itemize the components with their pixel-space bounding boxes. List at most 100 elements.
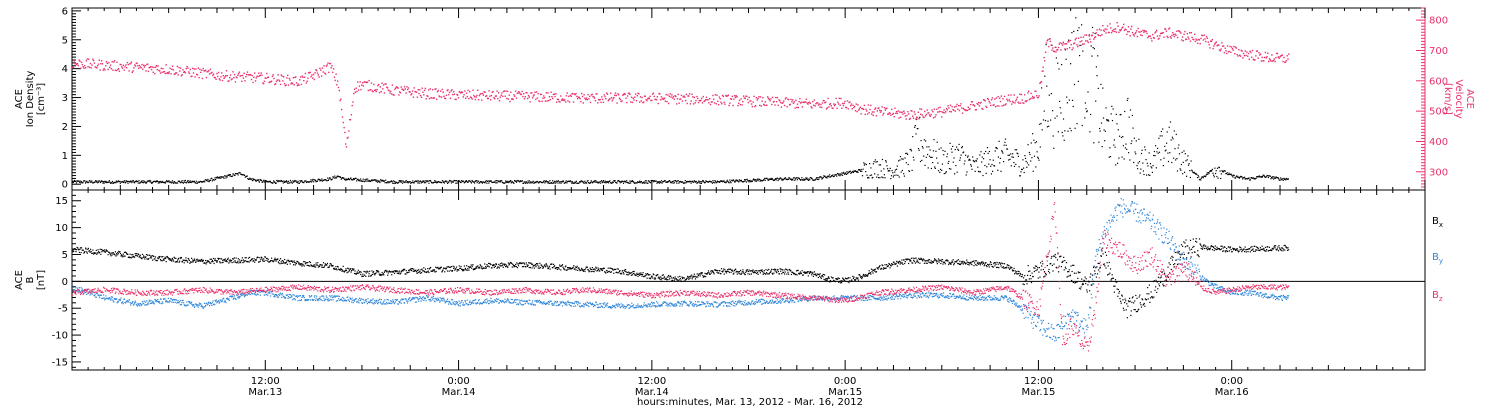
- density-point: [178, 180, 180, 182]
- density-point: [1140, 152, 1143, 155]
- b-x-point: [125, 252, 127, 254]
- b-x-point: [676, 279, 679, 281]
- b-x-point: [670, 275, 672, 277]
- velocity-point: [920, 113, 922, 115]
- velocity-point: [700, 99, 702, 102]
- density-point: [144, 181, 146, 183]
- density-point: [951, 151, 953, 153]
- velocity-axis-label-line2: Velocity: [1453, 79, 1464, 118]
- b-x-point: [807, 271, 809, 273]
- velocity-point: [179, 70, 181, 72]
- b-x-point: [842, 278, 844, 280]
- velocity-point: [903, 112, 906, 114]
- density-point: [552, 180, 554, 182]
- velocity-point: [451, 89, 453, 91]
- velocity-point: [385, 83, 387, 85]
- velocity-point: [178, 66, 180, 69]
- b-x-point: [806, 272, 808, 274]
- density-point: [596, 181, 598, 183]
- density-point: [370, 180, 372, 182]
- density-point: [850, 171, 853, 174]
- velocity-point: [866, 113, 869, 115]
- b-x-point: [371, 270, 373, 272]
- velocity-point: [1004, 104, 1006, 106]
- density-point: [1133, 137, 1135, 139]
- density-point: [306, 181, 308, 183]
- b-x-point: [595, 267, 597, 269]
- b-x-point: [441, 270, 443, 272]
- velocity-point: [1201, 34, 1203, 36]
- velocity-point: [1172, 32, 1174, 34]
- b-x-point: [117, 253, 119, 255]
- density-point: [705, 180, 707, 182]
- b-x-point: [160, 260, 162, 262]
- b-x-point: [322, 266, 324, 268]
- b-x-point: [841, 282, 843, 284]
- velocity-point: [1112, 30, 1114, 32]
- b-x-point: [134, 256, 136, 258]
- b-x-point: [595, 266, 597, 268]
- density-point: [564, 182, 566, 184]
- velocity-point: [545, 92, 547, 94]
- b-x-point: [649, 274, 651, 276]
- velocity-point: [390, 93, 393, 95]
- density-point: [1136, 165, 1138, 167]
- density-point: [526, 182, 528, 184]
- velocity-point: [366, 81, 369, 83]
- b-x-point: [818, 273, 820, 276]
- velocity-point: [164, 72, 166, 75]
- b-x-point: [409, 269, 411, 271]
- velocity-point: [246, 73, 248, 76]
- density-point: [528, 180, 530, 182]
- velocity-point: [462, 96, 464, 98]
- velocity-point: [1029, 98, 1031, 100]
- density-point: [1089, 131, 1091, 133]
- velocity-point: [925, 113, 928, 116]
- velocity-point: [850, 105, 852, 107]
- velocity-point: [1120, 28, 1122, 31]
- velocity-point: [615, 94, 617, 97]
- density-point: [1102, 117, 1105, 119]
- velocity-point: [145, 70, 147, 72]
- b-x-point: [762, 271, 764, 273]
- b-x-point: [159, 258, 162, 261]
- density-point: [127, 182, 129, 184]
- density-point: [1158, 151, 1161, 153]
- velocity-point: [189, 68, 191, 71]
- density-point: [1213, 176, 1215, 178]
- velocity-point: [932, 111, 934, 113]
- velocity-point: [1053, 50, 1056, 53]
- density-point: [917, 148, 920, 150]
- density-point: [1276, 177, 1278, 179]
- b-x-point: [665, 277, 667, 279]
- b-x-point: [660, 276, 662, 278]
- b-x-point: [723, 273, 725, 275]
- density-point: [331, 179, 333, 181]
- velocity-point: [170, 73, 172, 75]
- density-point: [887, 168, 889, 170]
- velocity-point: [1176, 30, 1178, 32]
- velocity-point: [1059, 42, 1061, 44]
- density-point: [543, 180, 545, 182]
- velocity-point: [1281, 54, 1283, 56]
- density-point: [1055, 57, 1057, 59]
- density-point: [501, 181, 503, 183]
- density-point: [375, 180, 377, 182]
- density-point: [1226, 172, 1228, 174]
- velocity-point: [684, 96, 686, 98]
- velocity-point: [1126, 33, 1128, 36]
- density-point: [463, 180, 465, 182]
- b-x-point: [757, 272, 759, 274]
- b-x-point: [205, 263, 207, 265]
- velocity-point: [997, 96, 999, 98]
- density-point: [868, 177, 870, 179]
- b-x-point: [344, 270, 346, 272]
- velocity-point: [953, 109, 955, 111]
- density-point: [901, 169, 903, 172]
- density-point: [874, 173, 876, 175]
- density-point: [872, 163, 874, 165]
- velocity-point: [1119, 29, 1121, 31]
- density-point: [300, 181, 302, 183]
- density-point: [539, 181, 541, 183]
- density-point: [117, 181, 119, 183]
